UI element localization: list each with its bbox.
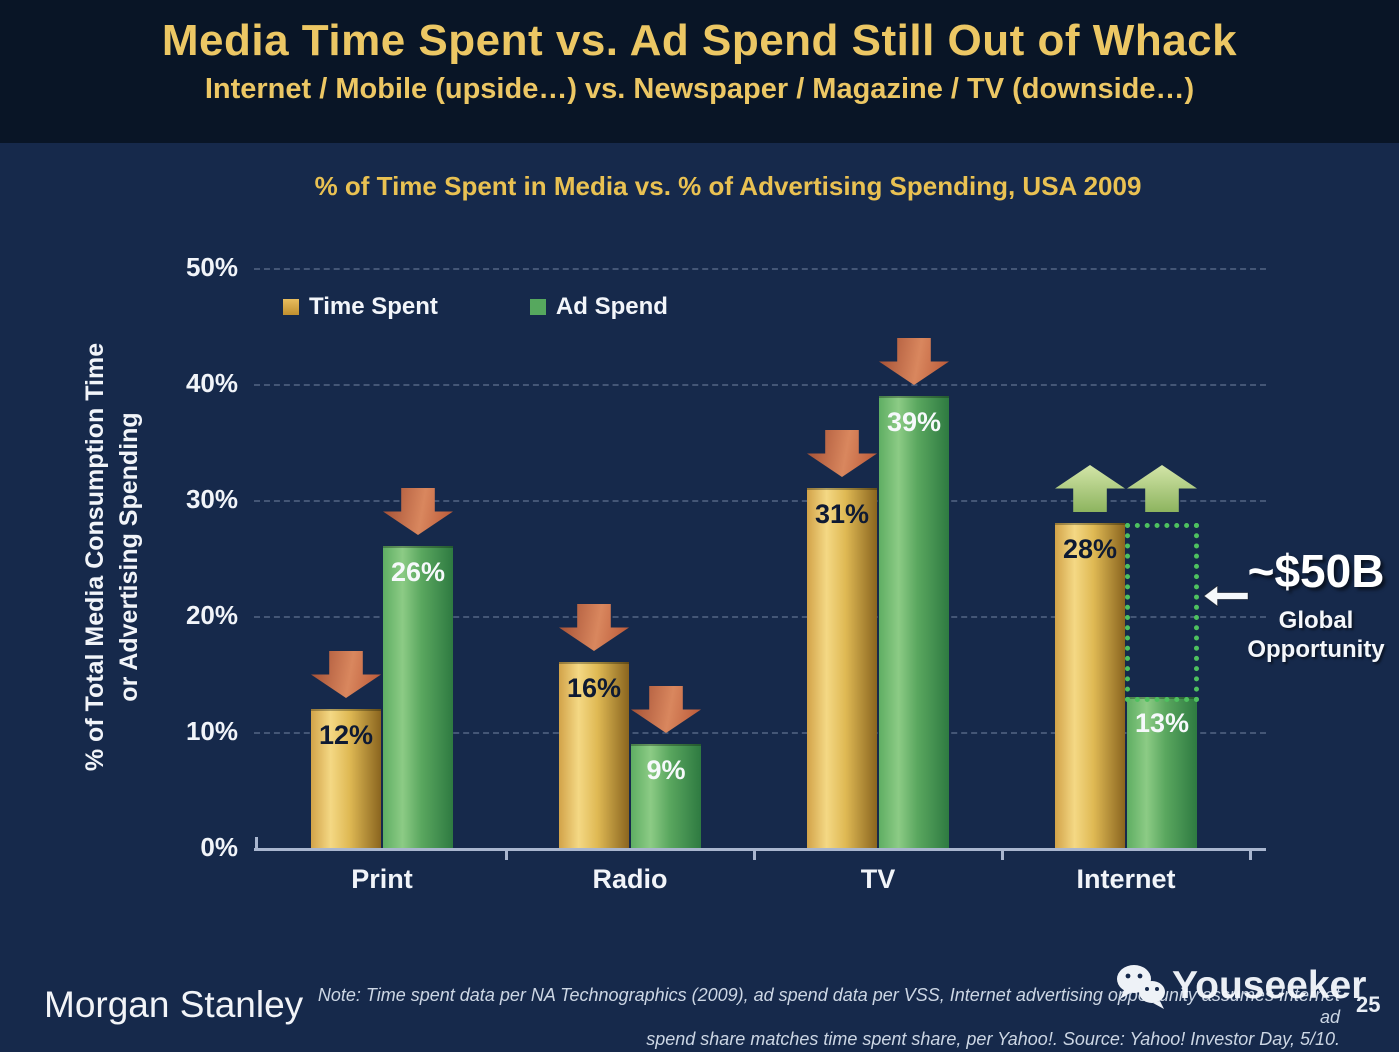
- bar-tv-time-spent: 31%: [807, 488, 877, 848]
- legend-label-time-spent: Time Spent: [309, 293, 438, 320]
- y-axis-tick-label: 30%: [185, 484, 238, 514]
- bar-radio-time-spent: 16%: [559, 662, 629, 848]
- slide-subtitle: Internet / Mobile (upside…) vs. Newspape…: [204, 73, 1195, 105]
- category-label-radio: Radio: [592, 864, 668, 894]
- gridline-50: [254, 268, 1266, 270]
- bar-value-radio-green: 9%: [646, 755, 686, 785]
- axis-end-tick: [255, 837, 258, 848]
- axis-boundary-tick: [1249, 851, 1252, 860]
- down-arrow-radio-gold: [559, 604, 629, 651]
- opportunity-gap-rect: [1125, 523, 1199, 702]
- bar-print-ad-spend: 26%: [383, 546, 453, 848]
- bar-internet-time-spent: 28%: [1055, 523, 1125, 848]
- y-axis-tick-label: 40%: [185, 368, 238, 398]
- x-axis-line: [254, 848, 1266, 851]
- opportunity-headline: ~$50B: [1247, 545, 1385, 597]
- wechat-icon: [1117, 965, 1165, 1009]
- category-label-internet: Internet: [1076, 864, 1176, 894]
- y-axis-tick-label: 50%: [185, 252, 238, 282]
- bar-value-print-gold: 12%: [318, 720, 374, 750]
- opportunity-sub-line1: Global: [1278, 607, 1354, 634]
- chart-legend: Time Spent Ad Spend: [283, 293, 668, 321]
- watermark-text: Youseeker: [1172, 964, 1367, 1007]
- source-note: Note: Time spent data per NA Technograph…: [300, 984, 1340, 1050]
- up-arrow-internet-gold: [1055, 465, 1125, 512]
- opportunity-annotation: ~$50B Global Opportunity: [1186, 544, 1399, 664]
- bar-print-time-spent: 12%: [311, 709, 381, 848]
- bar-internet-ad-spend: 13%: [1127, 697, 1197, 848]
- legend-swatch-green: [529, 299, 546, 315]
- bar-radio-ad-spend: 9%: [631, 744, 701, 848]
- bar-value-tv-gold: 31%: [814, 499, 870, 529]
- slide-title: Media Time Spent vs. Ad Spend Still Out …: [161, 16, 1238, 65]
- watermark: Youseeker: [1114, 962, 1366, 1010]
- up-arrow-internet-green: [1127, 465, 1197, 512]
- legend-swatch-gold: [283, 299, 299, 315]
- header-band: [0, 0, 1399, 143]
- source-note-line2: spend share matches time spent share, pe…: [646, 1029, 1340, 1049]
- plot-area: 0% 10% 20% 30% 40% 50% 12% 26% Print 16% 9% Radio 31…: [186, 252, 1266, 894]
- y-axis-tick-label: 20%: [185, 600, 238, 630]
- category-label-tv: TV: [860, 864, 896, 894]
- legend-label-ad-spend: Ad Spend: [555, 293, 668, 320]
- legend-item-ad-spend: Ad Spend: [529, 293, 668, 321]
- gridline-40: [254, 384, 1266, 386]
- legend-item-time-spent: Time Spent: [283, 293, 438, 321]
- axis-boundary-tick: [505, 851, 508, 860]
- gridline-30: [254, 500, 1266, 502]
- category-label-print: Print: [351, 864, 413, 894]
- page-number: 25: [1356, 992, 1381, 1017]
- down-arrow-radio-green: [631, 686, 701, 733]
- y-axis-tick-label: 0%: [200, 832, 238, 862]
- bar-value-internet-green: 13%: [1134, 708, 1190, 738]
- down-arrow-print-gold: [311, 651, 381, 698]
- axis-boundary-tick: [1001, 851, 1004, 860]
- chart-title: % of Time Spent in Media vs. % of Advert…: [314, 171, 1142, 201]
- bar-value-tv-green: 39%: [886, 407, 942, 437]
- y-axis-title-line1: % of Total Media Consumption Time: [81, 342, 109, 772]
- source-note-line1: Note: Time spent data per NA Technograph…: [317, 985, 1340, 1027]
- morgan-stanley-logo: Morgan Stanley: [44, 984, 304, 1025]
- gridline-10: [254, 732, 1266, 734]
- down-arrow-tv-gold: [807, 430, 877, 477]
- bar-tv-ad-spend: 39%: [879, 396, 949, 848]
- opportunity-sub-line2: Opportunity: [1247, 636, 1385, 663]
- y-axis-title-line2: or Advertising Spending: [115, 412, 143, 702]
- bar-value-radio-gold: 16%: [566, 673, 622, 703]
- left-arrow-icon: [1203, 585, 1249, 607]
- down-arrow-print-green: [383, 488, 453, 535]
- bar-value-print-green: 26%: [390, 557, 446, 587]
- y-axis-tick-label: 10%: [185, 716, 238, 746]
- gridline-20: [254, 616, 1266, 618]
- down-arrow-tv-green: [879, 338, 949, 385]
- axis-boundary-tick: [753, 851, 756, 860]
- bar-value-internet-gold: 28%: [1062, 534, 1118, 564]
